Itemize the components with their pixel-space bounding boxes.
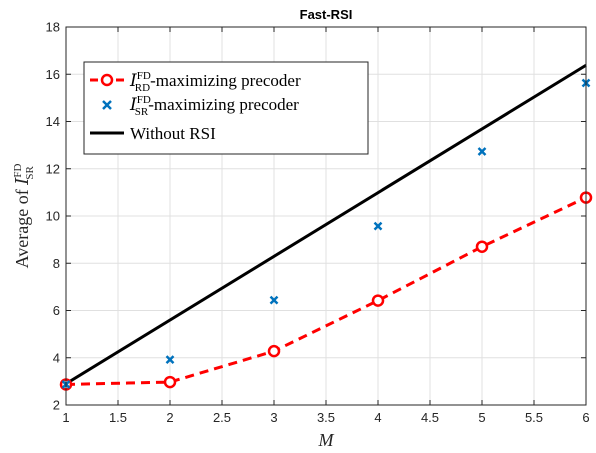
chart-title: Fast-RSI [300,7,353,22]
y-tick-label: 18 [46,20,60,35]
series-rd-point [267,344,281,358]
legend: IFD RD-maximizing precoder IFD SR-maximizi… [83,61,369,155]
legend-name-series-1: -maximizing precoder [150,71,301,90]
x-tick-label: 5.5 [525,410,543,425]
series-sr-point-stroke [477,147,487,156]
legend-sub-series-1: RD [135,82,150,94]
series-sr-point-stroke [373,221,383,231]
x-tick-label: 2.5 [213,410,231,425]
legend-marker-series-1 [100,73,114,87]
y-tick-label: 14 [46,114,60,129]
y-tick-label: 16 [46,67,60,82]
y-tick-label: 2 [53,398,60,413]
series-sr-point-stroke [165,355,175,365]
series-without-rsi-line [65,63,587,386]
series-sr-point [373,221,383,231]
ticks: 1 1.5 2 2.5 3 3.5 4 4.5 5 5.5 6 2 4 6 8 10 12 14 16 18 [46,20,590,426]
legend-box [83,61,369,155]
y-tick-label: 8 [53,256,60,271]
y-axis-label-symbol: I [12,177,33,186]
y-tick-label: 12 [46,161,60,176]
y-axis-label-sub: SR [24,165,36,179]
x-tick-label: 4.5 [421,410,439,425]
series-sr-point [269,295,279,305]
series-rd-point [475,240,489,253]
x-tick-label: 5 [478,410,485,425]
legend-symbol-series-1: I [129,71,137,91]
legend-sup-series-1: FD [137,70,151,82]
legend-label-series-2: IFD SR-maximizing precoder [129,94,299,118]
x-tick-label: 3.5 [317,410,335,425]
legend-label-series-1: IFD RD-maximizing precoder [129,70,301,94]
legend-name-series-2: -maximizing precoder [148,95,299,114]
series-sr-point [165,355,175,365]
y-tick-label: 6 [53,303,60,318]
legend-sup-series-2: FD [137,94,151,106]
legend-sub-series-2: SR [135,106,149,118]
series-sr-point [477,147,487,156]
series-rd-line [65,196,587,386]
x-axis-label: M [318,430,335,450]
x-tick-label: 6 [582,410,589,425]
x-tick-label: 1.5 [109,410,127,425]
legend-marker-series-2 [102,100,112,110]
y-axis-label-sup: FD [12,164,24,178]
series-rd-point [371,294,385,307]
x-tick-label: 1 [62,410,69,425]
legend-label-series-3: Without RSI [130,124,216,143]
x-tick-label: 2 [166,410,173,425]
series-sr-point-stroke [269,295,279,305]
y-tick-label: 10 [46,209,60,224]
x-tick-label: 4 [374,410,381,425]
y-axis-label-main: Average of [12,185,32,269]
legend-symbol-series-2: I [129,95,137,115]
y-tick-label: 4 [53,350,60,365]
x-tick-label: 3 [270,410,277,425]
y-axis-label: Average of IFDSR [12,164,36,269]
series-rd-point [163,375,177,389]
